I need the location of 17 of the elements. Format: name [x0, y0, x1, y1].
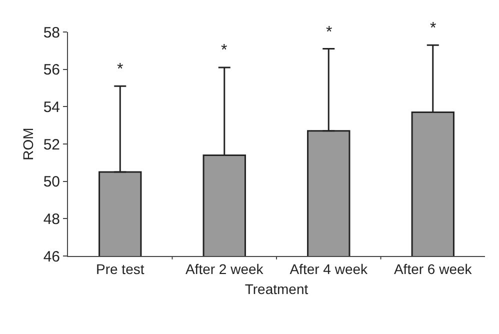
annotation: * [326, 24, 332, 41]
annotation: * [117, 61, 124, 78]
annotation: * [430, 20, 436, 37]
x-tick-label: After 2 week [185, 260, 264, 277]
x-tick-label: After 6 week [394, 260, 473, 277]
x-tick-label: Pre test [96, 260, 144, 277]
y-tick-label: 56 [43, 62, 60, 79]
x-tick-label: After 4 week [290, 260, 369, 277]
y-tick-label: 46 [43, 248, 60, 266]
y-tick-label: 52 [43, 136, 60, 154]
y-tick-label: 54 [43, 98, 60, 116]
y-tick-label: 48 [43, 210, 60, 228]
y-tick-label: 58 [43, 24, 60, 42]
y-tick-label: 50 [43, 174, 60, 191]
annotation: * [221, 42, 228, 59]
x-axis-title: Treatment [244, 281, 308, 298]
y-axis-title: ROM [20, 128, 36, 160]
